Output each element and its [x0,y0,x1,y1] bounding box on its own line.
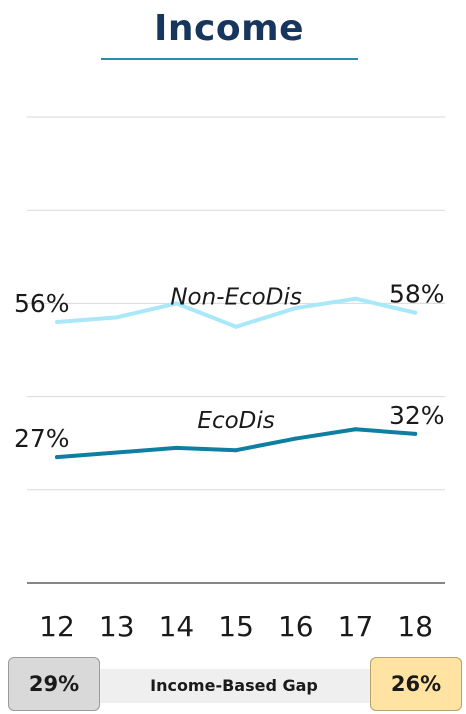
data-point [55,455,59,460]
x-tick-label: 12 [39,610,75,643]
start-value-label: 27% [14,424,70,453]
x-tick-label: 16 [278,610,314,643]
gap-label: Income-Based Gap [150,676,318,695]
x-tick-label: 18 [397,610,433,643]
data-point [114,450,119,455]
data-point [234,324,239,329]
title-underline [101,58,358,60]
data-point [114,315,119,320]
data-point [174,445,179,450]
x-tick-label: 14 [159,610,195,643]
data-point [293,306,298,311]
data-point [293,436,298,441]
gap-end-value: 26% [370,657,462,711]
data-point [234,448,239,453]
x-tick-label: 17 [338,610,374,643]
income-line-chart: 12 13 14 15 16 17 18 56% 58% Non-EcoDis 27% 32% EcoD… [14,116,445,643]
series-name-label: EcoDis [197,408,274,434]
gap-footer: Income-Based Gap 29% 26% [0,655,466,714]
end-value-label: 32% [389,401,445,430]
gap-start-value: 29% [8,657,100,711]
end-value-label: 58% [389,280,445,309]
series-name-label: Non-EcoDis [170,285,302,311]
data-point [55,320,59,325]
chart-title: Income [153,8,305,49]
data-point [353,296,358,301]
x-tick-label: 13 [99,610,135,643]
gap-band [40,669,428,703]
start-value-label: 56% [14,289,70,318]
data-point [353,427,358,432]
x-tick-label: 15 [218,610,254,643]
data-point [413,431,418,436]
data-point [174,301,179,306]
data-point [413,310,418,315]
